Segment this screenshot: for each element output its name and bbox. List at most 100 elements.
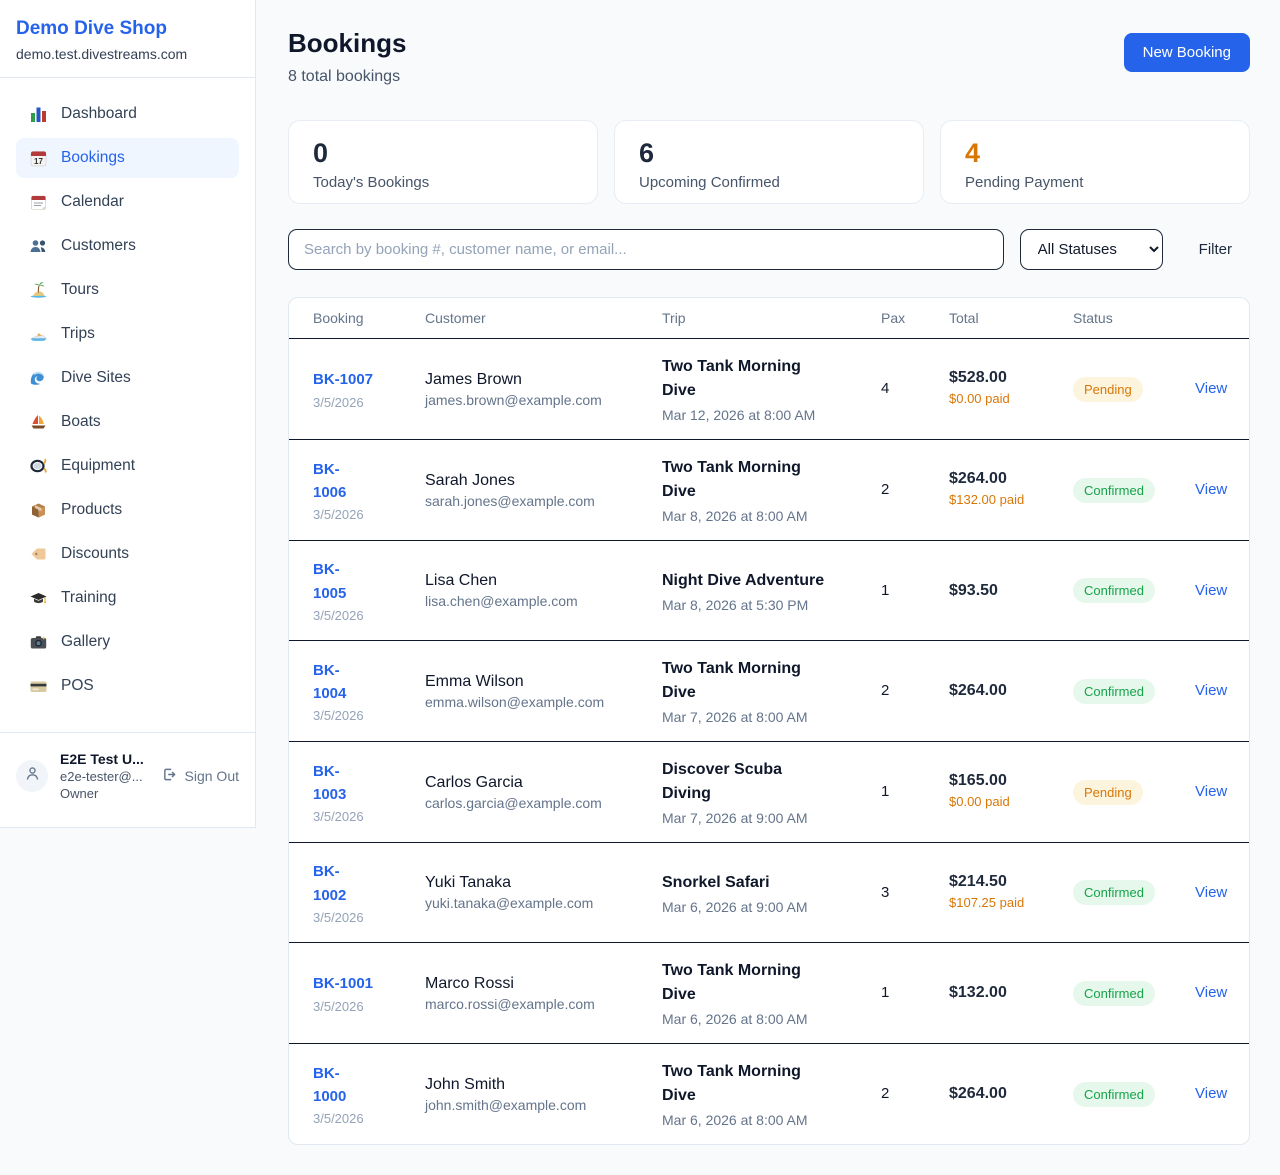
booking-id-link[interactable]: BK- 1004	[313, 661, 347, 702]
booking-id-link[interactable]: BK-1001	[313, 975, 374, 993]
booking-id-link[interactable]: BK- 1005	[313, 561, 347, 602]
status-select[interactable]: All Statuses	[1019, 229, 1163, 270]
user-name: E2E Test U...	[60, 751, 144, 767]
col-header-status: Status	[1073, 298, 1195, 339]
customer-email: lisa.chen@example.com	[425, 593, 578, 609]
sidebar-item-dive-sites[interactable]: Dive Sites	[16, 358, 239, 398]
diving-mask-icon	[29, 457, 48, 476]
booking-row: BK-1001 3/5/2026 Marco Rossi marco.rossi…	[289, 942, 1249, 1044]
sidebar-item-training[interactable]: Training	[16, 578, 239, 618]
search-input[interactable]	[288, 229, 1004, 270]
sidebar-item-equipment[interactable]: Equipment	[16, 446, 239, 486]
customer-name: John Smith	[425, 1075, 506, 1093]
status-badge: Pending	[1073, 376, 1143, 402]
island-icon	[29, 281, 48, 300]
view-link[interactable]: View	[1195, 984, 1228, 1001]
booking-id-link[interactable]: BK- 1006	[313, 460, 347, 501]
booking-id-link[interactable]: BK- 1000	[313, 1064, 347, 1105]
sidebar-item-dashboard[interactable]: Dashboard	[16, 94, 239, 134]
view-link[interactable]: View	[1195, 581, 1228, 599]
col-header-total: Total	[949, 298, 1073, 339]
sidebar-item-products[interactable]: Products	[16, 490, 239, 530]
pax-count: 1	[881, 783, 890, 800]
customer-email: carlos.garcia@example.com	[425, 794, 602, 811]
status-badge: Confirmed	[1073, 678, 1155, 704]
stat-value: 4	[965, 138, 981, 168]
booking-date: 3/5/2026	[313, 607, 364, 623]
table-header-row: Booking Customer Trip Pax Total Status	[289, 298, 1249, 339]
trip-datetime: Mar 12, 2026 at 8:00 AM	[662, 407, 816, 423]
user-meta: E2E Test U... e2e-tester@... Owner	[60, 751, 149, 801]
booking-date: 3/5/2026	[313, 909, 364, 925]
booking-id-link[interactable]: BK- 1003	[313, 762, 347, 803]
sidebar: Demo Dive Shop demo.test.divestreams.com…	[0, 0, 256, 828]
customer-name: Marco Rossi	[425, 974, 514, 992]
customer-email: john.smith@example.com	[425, 1096, 587, 1113]
brand-title: Demo Dive Shop	[16, 18, 167, 39]
view-link[interactable]: View	[1195, 481, 1228, 498]
customer-email: james.brown@example.com	[425, 391, 602, 408]
sidebar-item-trips[interactable]: Trips	[16, 314, 239, 354]
brand-block: Demo Dive Shop demo.test.divestreams.com	[0, 0, 255, 78]
col-header-booking: Booking	[289, 298, 425, 339]
view-link[interactable]: View	[1195, 380, 1228, 397]
status-badge: Confirmed	[1073, 477, 1155, 503]
sidebar-item-gallery[interactable]: Gallery	[16, 622, 239, 662]
booking-row: BK- 1006 3/5/2026 Sarah Jones sarah.jone…	[289, 439, 1249, 541]
user-role: Owner	[60, 786, 99, 801]
view-link[interactable]: View	[1195, 783, 1228, 800]
pax-count: 2	[881, 1085, 890, 1102]
page-subtitle: 8 total bookings	[288, 68, 401, 85]
user-email: e2e-tester@...	[60, 769, 143, 784]
trip-name: Night Dive Adventure	[662, 571, 825, 589]
sidebar-item-pos[interactable]: POS	[16, 666, 239, 706]
speedboat-icon	[29, 325, 48, 344]
booking-row: BK- 1000 3/5/2026 John Smith john.smith@…	[289, 1043, 1249, 1144]
booking-row: BK- 1004 3/5/2026 Emma Wilson emma.wilso…	[289, 640, 1249, 742]
booking-date: 3/5/2026	[313, 809, 364, 825]
sign-out-button[interactable]: Sign Out	[161, 766, 239, 786]
sidebar-item-calendar[interactable]: Calendar	[16, 182, 239, 222]
sidebar-item-tours[interactable]: Tours	[16, 270, 239, 310]
stat-label: Pending Payment	[965, 174, 1084, 191]
stat-card: 4 Pending Payment	[940, 120, 1250, 204]
trip-name: Two Tank Morning Dive	[662, 660, 801, 701]
trip-name: Two Tank Morning Dive	[662, 358, 801, 399]
status-badge: Confirmed	[1073, 980, 1155, 1006]
new-booking-button[interactable]: New Booking	[1123, 33, 1250, 72]
tag-icon	[29, 545, 48, 564]
booking-id-link[interactable]: BK-1007	[313, 371, 374, 389]
booking-date: 3/5/2026	[313, 507, 364, 523]
booking-row: BK-1007 3/5/2026 James Brown james.brown…	[289, 339, 1249, 440]
brand-domain: demo.test.divestreams.com	[16, 46, 188, 62]
sailboat-icon	[29, 413, 48, 432]
booking-row: BK- 1005 3/5/2026 Lisa Chen lisa.chen@ex…	[289, 540, 1249, 641]
sidebar-item-bookings[interactable]: 17 Bookings	[16, 138, 239, 178]
status-badge: Confirmed	[1073, 578, 1155, 603]
view-link[interactable]: View	[1195, 1085, 1228, 1102]
stat-label: Today's Bookings	[313, 174, 430, 191]
col-header-customer: Customer	[425, 298, 662, 339]
view-link[interactable]: View	[1195, 883, 1228, 901]
customer-name: Carlos Garcia	[425, 773, 523, 791]
booking-id-link[interactable]: BK- 1002	[313, 863, 347, 904]
pax-count: 1	[881, 581, 890, 599]
trip-datetime: Mar 6, 2026 at 9:00 AM	[662, 898, 808, 915]
sidebar-item-customers[interactable]: Customers	[16, 226, 239, 266]
sidebar-item-boats[interactable]: Boats	[16, 402, 239, 442]
view-link[interactable]: View	[1195, 682, 1228, 699]
total-amount: $214.50	[949, 872, 1007, 890]
stats-row: 0 Today's Bookings 6 Upcoming Confirmed …	[288, 120, 1250, 204]
sidebar-item-discounts[interactable]: Discounts	[16, 534, 239, 574]
wave-icon	[29, 369, 48, 388]
paid-amount: $0.00 paid	[949, 391, 1010, 407]
main-content: Bookings 8 total bookings New Booking 0 …	[256, 0, 1280, 1175]
total-amount: $264.00	[949, 470, 1007, 488]
avatar	[16, 760, 48, 792]
customer-email: yuki.tanaka@example.com	[425, 895, 594, 911]
filter-button[interactable]: Filter	[1179, 241, 1250, 258]
col-header-pax: Pax	[881, 298, 949, 339]
users-icon	[29, 237, 48, 256]
bookings-table: Booking Customer Trip Pax Total Status B…	[289, 298, 1249, 1144]
customer-name: James Brown	[425, 370, 522, 388]
